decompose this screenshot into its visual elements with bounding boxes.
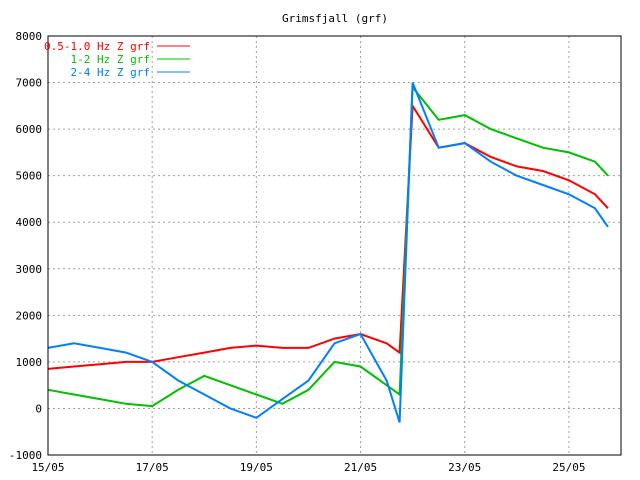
- y-tick-label: 4000: [16, 216, 43, 229]
- x-tick-labels: 15/05 17/05 19/05 21/05 23/05 25/05: [31, 461, 585, 474]
- x-tick-label: 17/05: [136, 461, 169, 474]
- y-tick-labels: -1000 0 1000 2000 3000 4000 5000 6000 7000 8000: [9, 30, 42, 462]
- legend-label-2: 1-2 Hz Z grf: [71, 53, 150, 66]
- grid-lines: [47, 35, 621, 456]
- legend-label-3: 2-4 Hz Z grf: [71, 66, 150, 79]
- y-tick-label: 2000: [16, 309, 43, 322]
- plot-frame: [47, 35, 622, 456]
- x-tick-label: 21/05: [344, 461, 377, 474]
- legend-label-1: 0.5-1.0 Hz Z grf: [44, 40, 150, 53]
- y-tick-label: 3000: [16, 263, 43, 276]
- x-tick-label: 15/05: [31, 461, 64, 474]
- x-tick-label: 23/05: [448, 461, 481, 474]
- chart-title: Grimsfjall (grf): [282, 12, 388, 25]
- y-tick-label: 1000: [16, 356, 43, 369]
- series-line-1: [47, 102, 609, 370]
- x-tick-label: 25/05: [552, 461, 585, 474]
- y-tick-label: 0: [35, 402, 42, 415]
- y-tick-label: 6000: [16, 123, 43, 136]
- x-tick-label: 19/05: [240, 461, 273, 474]
- series-group: [47, 82, 609, 423]
- y-tick-label: 5000: [16, 170, 43, 183]
- y-tick-label: 8000: [16, 30, 43, 43]
- series-line-2: [47, 84, 609, 408]
- y-tick-label: 7000: [16, 77, 43, 90]
- series-line-3: [47, 82, 609, 423]
- y-tick-label: -1000: [9, 449, 42, 462]
